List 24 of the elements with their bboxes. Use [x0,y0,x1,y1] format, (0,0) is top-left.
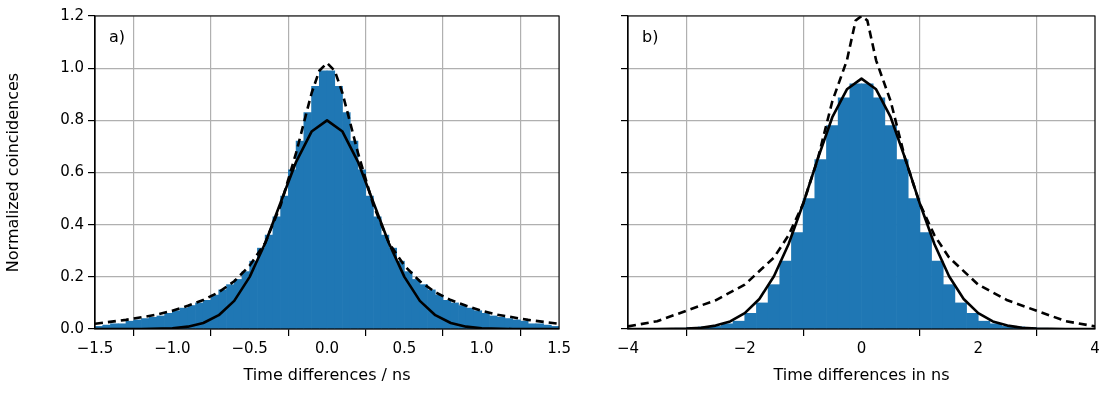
x-tick-label: 0.5 [392,338,417,357]
x-tick-label: −0.5 [231,338,268,357]
annotation: b) [642,27,659,47]
annotation: a) [109,27,126,47]
x-tick-label: 0.0 [315,338,339,357]
x-tick-label: 0 [856,338,867,357]
y-axis-title: Normalized coincidences [2,72,22,273]
x-tick-label: −4 [616,338,640,357]
x-axis-title: Time differences / ns [242,364,411,384]
x-tick-label: −2 [733,338,756,357]
x-tick-label: 2 [973,338,984,357]
x-tick-label: −1.0 [154,338,191,357]
y-tick-label: 0.4 [60,214,84,233]
x-tick-label: −1.5 [76,338,114,357]
y-tick-label: 1.2 [60,5,84,24]
x-tick-label: 4 [1090,338,1100,357]
y-tick-label: 0.2 [60,266,84,285]
y-tick-label: 0.8 [60,110,84,129]
y-tick-label: 1.0 [60,58,84,77]
y-tick-label: 0.0 [60,318,84,337]
x-tick-label: 1.5 [547,338,571,357]
x-tick-label: 1.0 [469,338,494,357]
x-axis-title: Time differences in ns [772,364,950,384]
y-tick-label: 0.6 [60,162,84,181]
